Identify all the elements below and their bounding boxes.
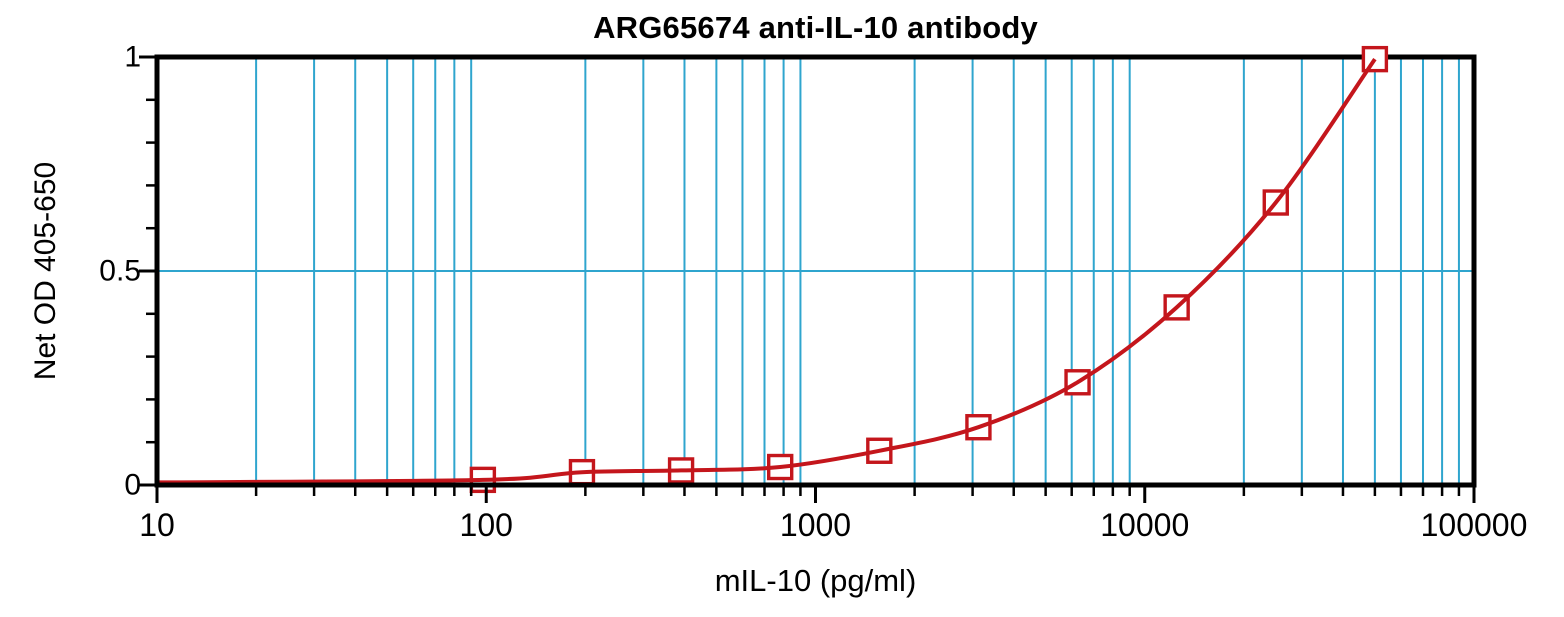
data-point-marker xyxy=(1361,45,1389,73)
data-point-marker xyxy=(866,437,893,464)
x-tick-label: 10000 xyxy=(1100,507,1189,543)
x-tick-label: 100000 xyxy=(1421,507,1528,543)
y-tick-label: 0 xyxy=(124,469,141,502)
data-point-marker xyxy=(1262,189,1289,216)
data-point-marker xyxy=(469,466,497,494)
data-point-marker xyxy=(667,457,695,484)
data-point-marker xyxy=(1163,294,1190,321)
standard-curve-line xyxy=(156,57,1377,485)
data-point-marker xyxy=(965,414,992,441)
data-point-marker xyxy=(1064,369,1091,396)
x-axis-title: mIL-10 (pg/ml) xyxy=(714,563,917,598)
x-tick-label: 100 xyxy=(460,507,513,543)
x-tick-label: 10 xyxy=(139,507,175,543)
x-tick-label: 1000 xyxy=(780,507,851,543)
chart-title: ARG65674 anti-IL-10 antibody xyxy=(593,10,1038,45)
y-tick-label: 0.5 xyxy=(99,255,141,288)
y-tick-label: 1 xyxy=(124,41,141,74)
data-point-marker xyxy=(767,453,794,481)
